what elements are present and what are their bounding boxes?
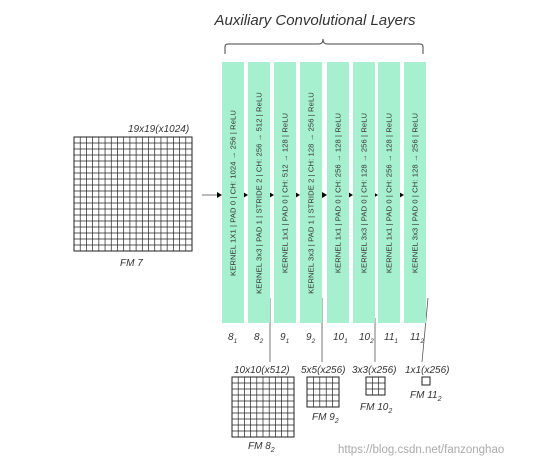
layer-bar-8: KERNEL 3x3 | PAD 0 | CH: 128 → 256 | ReL… [404, 62, 426, 323]
layer-spec: KERNEL 3x3 | PAD 1 | STRIDE 2 | CH: 256 … [254, 91, 264, 294]
layer-label: 81 [228, 332, 238, 345]
layer-label: 91 [280, 332, 290, 345]
layer-label: 82 [254, 332, 264, 345]
fm11-size-label: 1x1(x256) [405, 365, 450, 376]
layer-spec: KERNEL 1x1 | PAD 0 | CH: 256 → 128 | ReL… [333, 112, 343, 273]
fm8-size-label: 10x10(x512) [234, 365, 290, 376]
layer-bar-2: KERNEL 3x3 | PAD 1 | STRIDE 2 | CH: 256 … [248, 62, 270, 323]
layer-bar-1: KERNEL 1X1 | PAD 0 | CH: 1024 → 256 | Re… [222, 62, 244, 323]
fm10-grid [365, 376, 386, 396]
layer-label: 111 [384, 332, 399, 345]
layers-brace [224, 38, 424, 54]
fm11-name: FM 112 [410, 390, 442, 403]
layer-spec: KERNEL 3x3 | PAD 1 | STRIDE 2 | CH: 128 … [306, 91, 316, 294]
layer-spec: KERNEL 1x1 | PAD 0 | CH: 512 → 128 | ReL… [280, 112, 290, 273]
fm9-grid [306, 376, 340, 408]
layer-label: 92 [306, 332, 316, 345]
layer-label: 112 [410, 332, 425, 345]
layer-spec: KERNEL 1x1 | PAD 0 | CH: 256 → 128 | ReL… [384, 112, 394, 273]
watermark: https://blog.csdn.net/fanzonghao [338, 444, 505, 456]
diagram-title: Auxiliary Convolutional Layers [214, 12, 416, 29]
fm7-size-label: 19x19(x1024) [128, 124, 190, 135]
layer-bar-4: KERNEL 3x3 | PAD 1 | STRIDE 2 | CH: 128 … [300, 62, 322, 323]
layer-bar-7: KERNEL 1x1 | PAD 0 | CH: 256 → 128 | ReL… [378, 62, 400, 323]
layer-spec: KERNEL 1X1 | PAD 0 | CH: 1024 → 256 | Re… [228, 109, 238, 276]
fm9-size-label: 5x5(x256) [301, 365, 346, 376]
layer-bar-6: KERNEL 3x3 | PAD 0 | CH: 128 → 256 | ReL… [353, 62, 375, 323]
fm7-grid [73, 136, 193, 252]
fm11-grid [421, 376, 431, 386]
fm10-size-label: 3x3(x256) [352, 365, 397, 376]
fm8-name: FM 82 [248, 441, 275, 454]
fm8-grid [231, 376, 295, 438]
layer-label: 101 [333, 332, 348, 345]
layer-spec: KERNEL 3x3 | PAD 0 | CH: 128 → 256 | ReL… [410, 112, 420, 273]
fm7-name: FM 7 [120, 258, 143, 269]
layer-spec: KERNEL 3x3 | PAD 0 | CH: 128 → 256 | ReL… [359, 112, 369, 273]
layer-bar-3: KERNEL 1x1 | PAD 0 | CH: 512 → 128 | ReL… [274, 62, 296, 323]
fm10-name: FM 102 [360, 402, 393, 415]
fm9-name: FM 92 [312, 412, 339, 425]
layer-bar-5: KERNEL 1x1 | PAD 0 | CH: 256 → 128 | ReL… [327, 62, 349, 323]
layer-label: 102 [359, 332, 374, 345]
